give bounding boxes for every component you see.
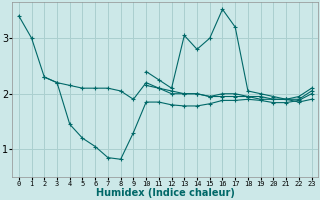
X-axis label: Humidex (Indice chaleur): Humidex (Indice chaleur): [96, 188, 235, 198]
